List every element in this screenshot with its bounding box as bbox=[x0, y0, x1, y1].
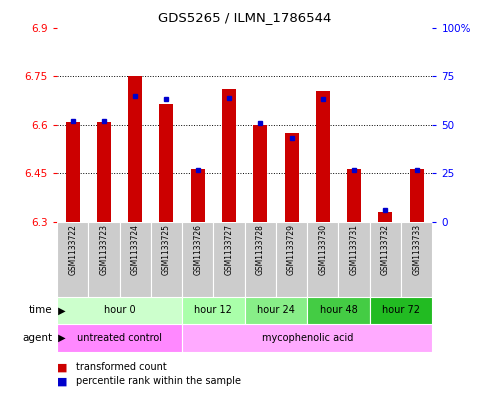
Bar bbox=[370, 222, 401, 297]
Bar bbox=[316, 91, 330, 222]
Bar bbox=[401, 222, 432, 297]
Text: GSM1133730: GSM1133730 bbox=[318, 224, 327, 275]
Bar bbox=[370, 297, 432, 324]
Bar bbox=[347, 169, 361, 222]
Bar bbox=[378, 212, 392, 222]
Bar bbox=[410, 169, 424, 222]
Text: GSM1133724: GSM1133724 bbox=[131, 224, 140, 275]
Bar bbox=[128, 76, 142, 222]
Text: hour 48: hour 48 bbox=[320, 305, 357, 316]
Bar bbox=[120, 222, 151, 297]
Bar bbox=[213, 222, 245, 297]
Text: ▶: ▶ bbox=[55, 333, 65, 343]
Bar bbox=[245, 222, 276, 297]
Text: agent: agent bbox=[22, 333, 52, 343]
Text: GSM1133731: GSM1133731 bbox=[350, 224, 358, 275]
Text: GSM1133722: GSM1133722 bbox=[68, 224, 77, 275]
Text: GSM1133728: GSM1133728 bbox=[256, 224, 265, 275]
Text: transformed count: transformed count bbox=[76, 362, 167, 373]
Text: percentile rank within the sample: percentile rank within the sample bbox=[76, 376, 242, 386]
Bar bbox=[97, 121, 111, 222]
Text: time: time bbox=[28, 305, 52, 316]
Bar bbox=[307, 297, 370, 324]
Text: GSM1133732: GSM1133732 bbox=[381, 224, 390, 275]
Bar bbox=[245, 297, 307, 324]
Bar bbox=[339, 222, 370, 297]
Text: hour 12: hour 12 bbox=[195, 305, 232, 316]
Bar bbox=[191, 169, 205, 222]
Bar bbox=[159, 104, 173, 222]
Bar bbox=[151, 222, 182, 297]
Bar bbox=[57, 222, 88, 297]
Bar bbox=[57, 297, 182, 324]
Text: ▶: ▶ bbox=[55, 305, 65, 316]
Bar bbox=[66, 121, 80, 222]
Bar bbox=[284, 133, 298, 222]
Title: GDS5265 / ILMN_1786544: GDS5265 / ILMN_1786544 bbox=[158, 11, 331, 24]
Text: GSM1133733: GSM1133733 bbox=[412, 224, 421, 275]
Text: hour 0: hour 0 bbox=[104, 305, 135, 316]
Bar bbox=[276, 222, 307, 297]
Text: mycophenolic acid: mycophenolic acid bbox=[261, 333, 353, 343]
Text: ■: ■ bbox=[57, 376, 68, 386]
Text: GSM1133726: GSM1133726 bbox=[193, 224, 202, 275]
Text: hour 72: hour 72 bbox=[382, 305, 420, 316]
Bar bbox=[182, 324, 432, 352]
Bar bbox=[57, 324, 182, 352]
Text: GSM1133729: GSM1133729 bbox=[287, 224, 296, 275]
Text: hour 24: hour 24 bbox=[257, 305, 295, 316]
Text: ■: ■ bbox=[57, 362, 68, 373]
Text: untreated control: untreated control bbox=[77, 333, 162, 343]
Bar bbox=[253, 125, 267, 222]
Text: GSM1133725: GSM1133725 bbox=[162, 224, 171, 275]
Bar bbox=[222, 89, 236, 222]
Text: GSM1133727: GSM1133727 bbox=[225, 224, 233, 275]
Bar bbox=[88, 222, 120, 297]
Bar bbox=[182, 297, 245, 324]
Bar bbox=[182, 222, 213, 297]
Text: GSM1133723: GSM1133723 bbox=[99, 224, 108, 275]
Bar bbox=[307, 222, 339, 297]
